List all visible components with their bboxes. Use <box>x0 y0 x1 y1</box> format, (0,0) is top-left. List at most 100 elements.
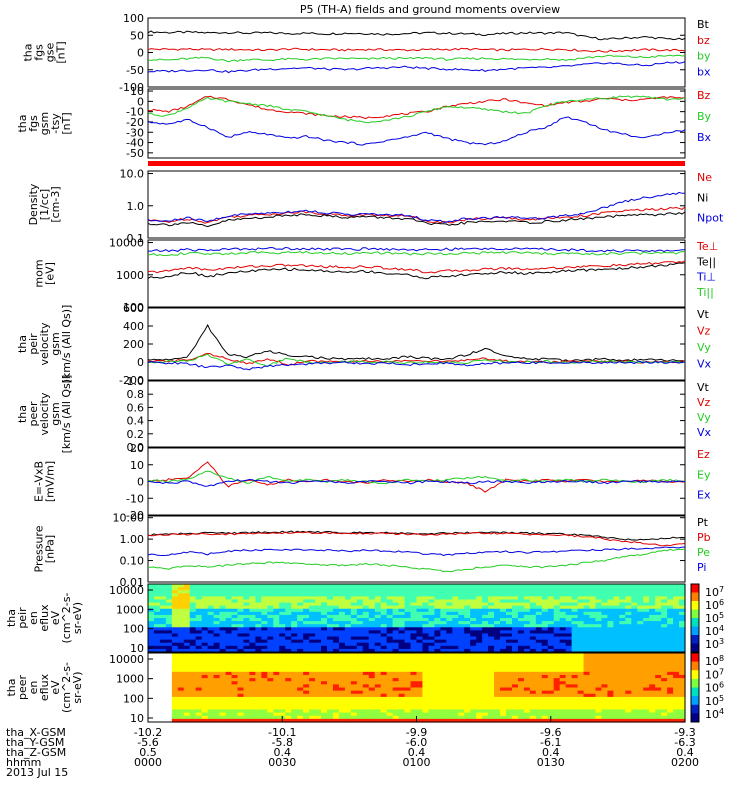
heatmap-cell <box>279 642 286 647</box>
heatmap-cell <box>344 662 352 667</box>
heatmap-cell <box>523 645 531 650</box>
x-axis-value: -6.0 <box>406 736 427 749</box>
heatmap-cell <box>422 709 430 714</box>
heatmap-cell <box>315 621 322 625</box>
heatmap-cell <box>255 690 262 695</box>
heatmap-cell <box>655 712 662 717</box>
heatmap-cell <box>374 659 382 664</box>
heatmap-cell <box>428 639 435 644</box>
heatmap-cell <box>332 648 340 653</box>
heatmap-cell <box>327 671 334 676</box>
heatmap-cell <box>476 681 483 685</box>
heatmap-cell <box>362 639 370 644</box>
heatmap-cell <box>458 590 465 594</box>
heatmap-cell <box>327 648 334 653</box>
heatmap-cell <box>380 624 388 628</box>
heatmap-cell <box>482 700 489 704</box>
heatmap-cell <box>398 614 406 619</box>
heatmap-cell <box>655 627 662 631</box>
heatmap-cell <box>332 627 340 631</box>
heatmap-cell <box>565 703 573 707</box>
heatmap-cell <box>386 671 394 676</box>
heatmap-cell <box>398 587 406 591</box>
heatmap-cell <box>673 693 680 698</box>
heatmap-cell <box>488 633 495 638</box>
heatmap-cell <box>661 627 668 631</box>
heatmap-cell <box>488 684 495 689</box>
heatmap-cell <box>297 599 304 604</box>
y-tick-label: 0.0 <box>127 441 145 454</box>
heatmap-cell <box>189 718 197 723</box>
heatmap-cell <box>601 712 609 717</box>
heatmap-cell <box>637 630 644 635</box>
heatmap-cell <box>416 709 424 714</box>
heatmap-cell <box>577 587 585 591</box>
heatmap-cell <box>350 693 358 698</box>
heatmap-cell <box>362 645 370 650</box>
heatmap-cell <box>446 684 453 689</box>
heatmap-cell <box>565 709 573 714</box>
heatmap-cell <box>553 618 561 622</box>
heatmap-cell <box>177 584 185 588</box>
heatmap-cell <box>494 706 501 711</box>
heatmap-cell <box>583 656 591 660</box>
heatmap-cell <box>446 668 453 673</box>
heatmap-cell <box>398 681 406 685</box>
heatmap-cell <box>506 656 513 660</box>
heatmap-cell <box>655 648 662 653</box>
heatmap-cell <box>607 674 614 679</box>
heatmap-cell <box>237 712 245 717</box>
heatmap-cell <box>649 678 656 682</box>
heatmap-cell <box>171 662 179 667</box>
heatmap-cell <box>559 665 567 670</box>
heatmap-cell <box>356 668 364 673</box>
heatmap-cell <box>470 624 477 628</box>
heatmap-cell <box>249 715 256 720</box>
heatmap-cell <box>410 674 418 679</box>
heatmap-cell <box>261 718 268 723</box>
heatmap-cell <box>649 696 656 701</box>
heatmap-cell <box>577 590 585 594</box>
heatmap-cell <box>362 605 370 610</box>
heatmap-cell <box>553 648 561 653</box>
heatmap-cell <box>470 703 477 707</box>
y-tick-label: 10.0 <box>120 168 145 181</box>
heatmap-cell <box>183 703 191 707</box>
heatmap-cell <box>195 636 203 641</box>
heatmap-cell <box>416 624 424 628</box>
heatmap-cell <box>559 633 567 638</box>
heatmap-cell <box>517 653 525 657</box>
heatmap-cell <box>541 709 549 714</box>
heatmap-cell <box>315 687 322 692</box>
heatmap-cell <box>500 693 507 698</box>
heatmap-cell <box>255 608 262 613</box>
heatmap-cell <box>488 624 495 628</box>
heatmap-cell <box>589 618 597 622</box>
heatmap-cell <box>332 653 340 657</box>
y-tick-label: 1.00 <box>120 533 145 546</box>
heatmap-cell <box>625 630 632 635</box>
heatmap-cell <box>255 662 262 667</box>
heatmap-cell <box>261 627 268 631</box>
heatmap-cell <box>506 706 513 711</box>
heatmap-cell <box>607 665 614 670</box>
heatmap-cell <box>446 627 453 631</box>
heatmap-cell <box>201 642 209 647</box>
heatmap-cell <box>243 715 251 720</box>
heatmap-cell <box>613 645 620 650</box>
heatmap-cell <box>165 590 173 594</box>
heatmap-cell <box>327 715 334 720</box>
heatmap-cell <box>523 681 531 685</box>
heatmap-cell <box>392 627 400 631</box>
y-tick-label: 0.4 <box>127 415 145 428</box>
heatmap-cell <box>500 633 507 638</box>
heatmap-cell <box>273 678 280 682</box>
heatmap-cell <box>285 639 292 644</box>
heatmap-cell <box>559 684 567 689</box>
heatmap-cell <box>541 715 549 720</box>
heatmap-cell <box>547 584 555 588</box>
heatmap-cell <box>523 630 531 635</box>
heatmap-cell <box>368 605 376 610</box>
heatmap-cell <box>165 645 173 650</box>
heatmap-cell <box>589 712 597 717</box>
